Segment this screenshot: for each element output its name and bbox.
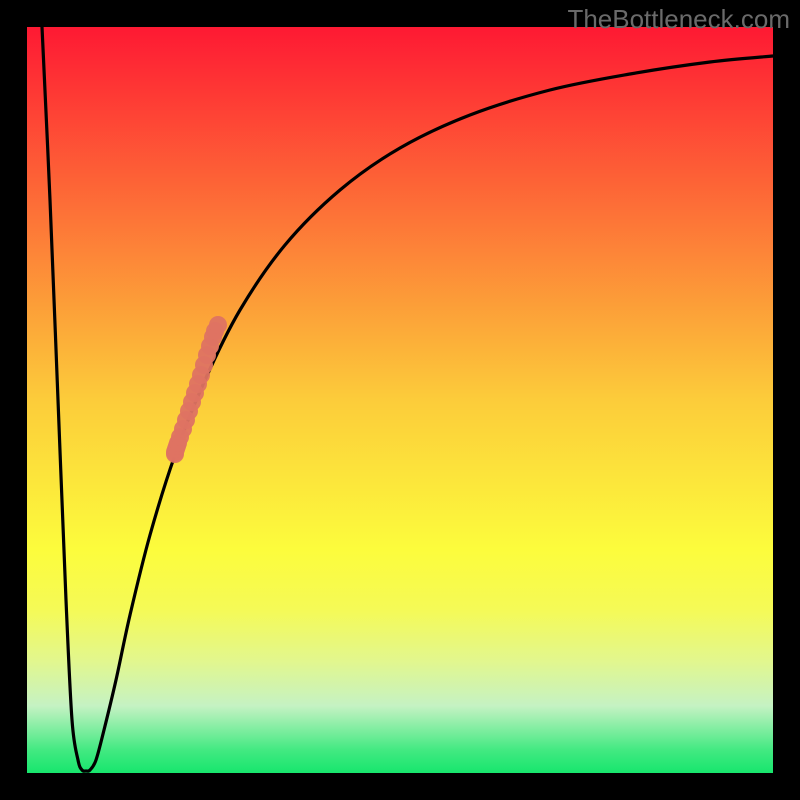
plot-background (27, 27, 773, 773)
chart-container: TheBottleneck.com (0, 0, 800, 800)
bottleneck-chart (0, 0, 800, 800)
watermark-text: TheBottleneck.com (567, 4, 790, 35)
highlight-marker (209, 316, 227, 334)
